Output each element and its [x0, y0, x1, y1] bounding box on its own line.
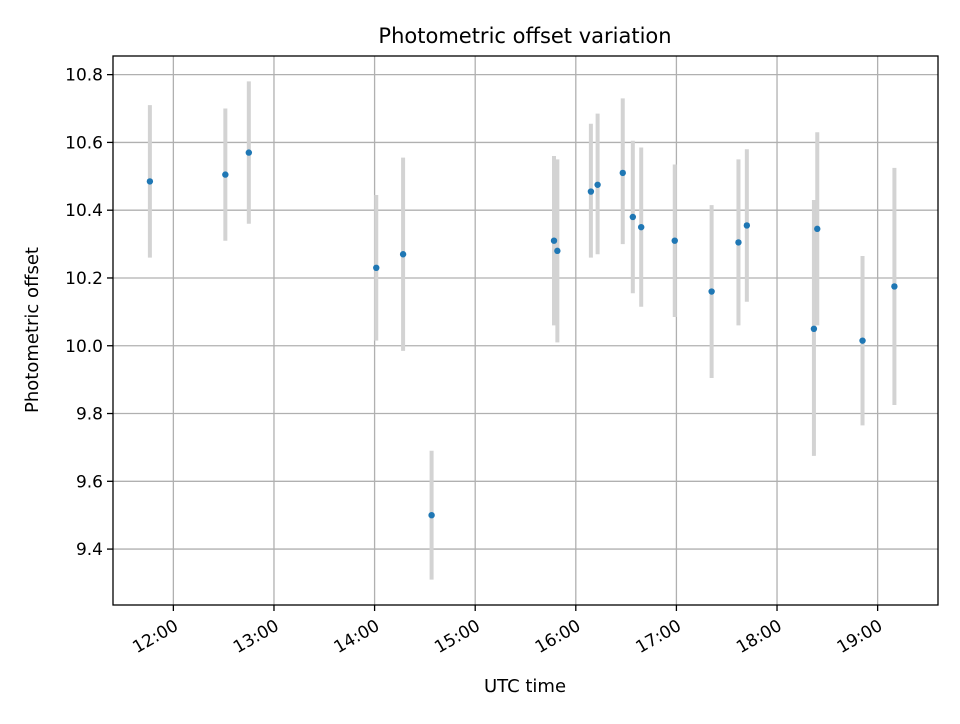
y-tick-label: 9.8 [76, 405, 103, 425]
chart-title: Photometric offset variation [378, 24, 671, 48]
x-tick-label: 17:00 [632, 616, 684, 658]
x-tick-label: 16:00 [532, 616, 584, 658]
x-tick-label: 14:00 [331, 616, 383, 658]
error-bars [147, 81, 897, 580]
x-tick-label: 15:00 [431, 616, 483, 658]
data-point [859, 337, 866, 344]
data-point [619, 169, 626, 177]
plot-frame [112, 55, 939, 606]
data-point [399, 251, 407, 258]
data-point [550, 237, 558, 244]
data-point [814, 225, 821, 233]
x-tick-label: 19:00 [834, 616, 886, 658]
data-point [743, 222, 751, 229]
data-point [629, 213, 637, 221]
x-axis-ticks: 12:00 13:00 14:00 15:00 16:00 17:00 18:00 19:00 [129, 605, 886, 658]
y-axis-label: Photometric offset [22, 247, 43, 413]
data-point [373, 264, 380, 272]
data-point [146, 178, 154, 185]
x-tick-label: 12:00 [129, 616, 181, 658]
y-tick-label: 10.4 [65, 201, 103, 221]
data-point [587, 188, 595, 195]
data-point [428, 511, 435, 519]
data-point [891, 283, 898, 290]
y-tick-label: 9.4 [76, 540, 103, 560]
data-point [708, 288, 715, 295]
data-point [735, 239, 742, 246]
data-point [222, 171, 229, 178]
x-axis-label: UTC time [484, 676, 566, 697]
y-axis-ticks: 9.4 9.6 9.8 10.0 10.2 10.4 10.6 10.8 [65, 66, 113, 560]
grid [113, 56, 938, 605]
y-tick-label: 10.2 [65, 269, 103, 289]
x-tick-label: 13:00 [230, 616, 282, 658]
data-point [594, 181, 601, 188]
data-point [245, 149, 253, 156]
x-tick-label: 18:00 [733, 616, 785, 658]
data-point [554, 247, 561, 255]
data-point [638, 223, 645, 231]
data-points [146, 149, 898, 519]
y-tick-label: 10.6 [65, 133, 103, 153]
y-tick-label: 9.6 [76, 472, 103, 492]
y-tick-label: 10.8 [65, 66, 103, 86]
data-point [810, 325, 818, 333]
data-point [671, 237, 678, 244]
y-tick-label: 10.0 [65, 337, 103, 357]
